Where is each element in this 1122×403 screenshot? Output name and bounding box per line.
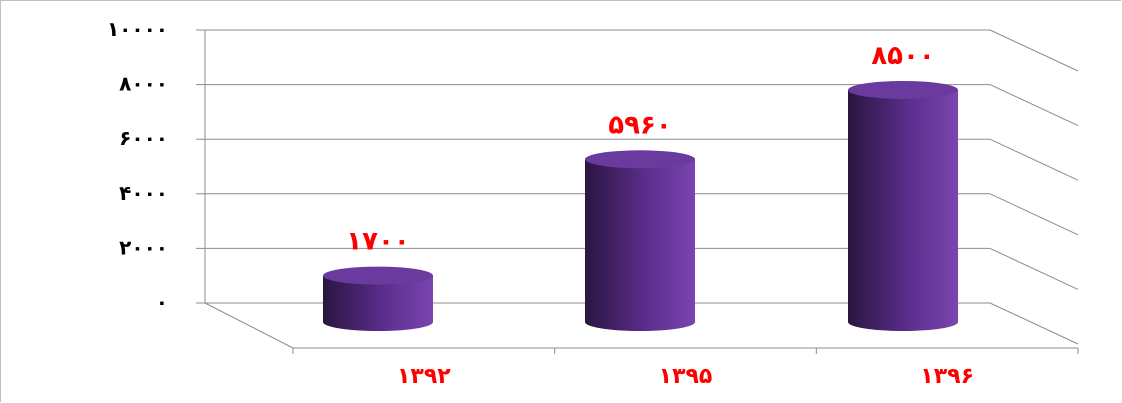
bar-body (323, 275, 433, 331)
y-tick-label: ۸۰۰۰ (119, 72, 168, 96)
bar-top (323, 266, 433, 285)
bar-top (585, 150, 695, 169)
x-tick-label: ۱۳۹۵ (659, 364, 713, 389)
y-tick-label: ۶۰۰۰ (119, 126, 168, 150)
gridline-depth (989, 247, 1079, 290)
bar-1 (323, 266, 433, 331)
y-axis: ۰ ۲۰۰۰ ۴۰۰۰ ۶۰۰۰ ۸۰۰۰ ۱۰۰۰۰ (107, 17, 205, 314)
bar-2 (585, 150, 695, 331)
x-tick-label: ۱۳۹۲ (397, 364, 451, 389)
y-tick-label: ۰ (156, 290, 168, 314)
x-axis: ۱۳۹۲ ۱۳۹۵ ۱۳۹۶ (292, 347, 1079, 389)
bars (323, 80, 958, 331)
y-tick-label: ۲۰۰۰ (119, 235, 168, 259)
y-tick-label: ۴۰۰۰ (119, 181, 168, 205)
y-tick-label: ۱۰۰۰۰ (107, 17, 168, 41)
x-tick-label: ۱۳۹۶ (920, 364, 974, 389)
bar-3 (848, 80, 958, 331)
gridline-depth (989, 138, 1079, 181)
gridline-depth (989, 193, 1079, 236)
gridline-depth (989, 84, 1079, 127)
data-label: ۵۹۶۰ (608, 110, 671, 140)
gridline-depth (989, 302, 1079, 345)
gridline-depth (989, 29, 1079, 72)
bar-top (848, 80, 958, 99)
data-label: ۱۷۰۰ (346, 227, 409, 257)
floor-left-edge (204, 302, 294, 349)
bar-body (585, 159, 695, 331)
bar-body (848, 89, 958, 331)
data-label: ۸۵۰۰ (871, 41, 934, 71)
data-labels: ۱۷۰۰ ۵۹۶۰ ۸۵۰۰ (346, 41, 934, 257)
